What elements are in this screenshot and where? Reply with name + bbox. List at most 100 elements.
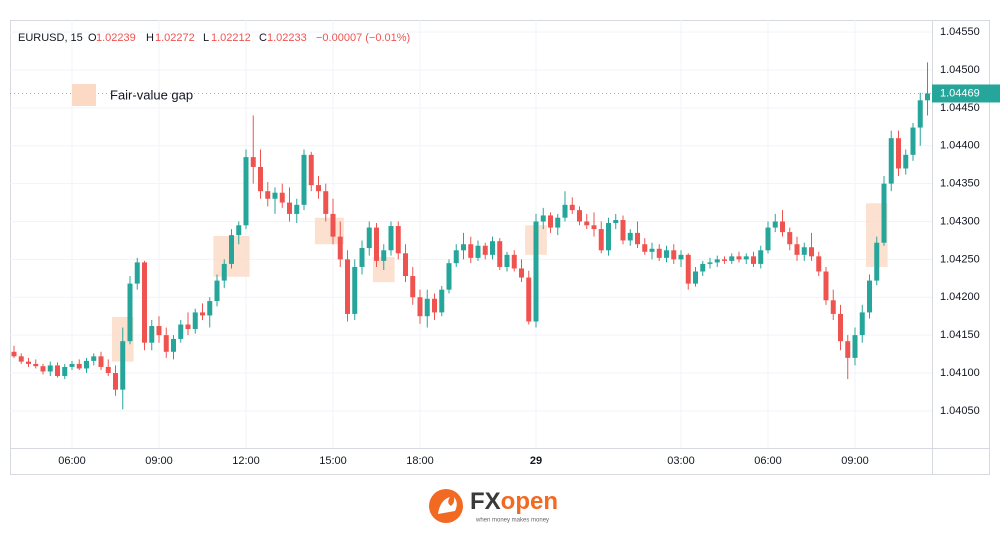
last-price-tag <box>932 84 1000 103</box>
candle-body <box>243 157 249 226</box>
y-tick-label: 1.04250 <box>940 253 980 265</box>
logo-emblem <box>438 497 457 514</box>
candle-body <box>562 204 568 218</box>
open-value: 1.02239 <box>96 32 136 44</box>
candle-body <box>584 221 590 226</box>
candle-body <box>134 262 140 284</box>
candle-body <box>337 236 343 260</box>
candle-body <box>468 244 474 258</box>
candle-body <box>258 166 263 192</box>
candle-body <box>859 312 865 336</box>
candle-body <box>381 250 387 261</box>
candle-body <box>98 356 104 367</box>
candle-body <box>171 338 176 352</box>
candle-body <box>265 191 271 199</box>
candle-body <box>780 221 785 233</box>
candle-body <box>475 245 481 258</box>
candle-body <box>620 219 626 241</box>
candle-body <box>801 247 807 255</box>
logo-prefix: FX <box>470 488 501 515</box>
y-tick-label: 1.04100 <box>940 367 980 379</box>
candle-body <box>323 191 329 214</box>
candle-body <box>352 266 358 314</box>
candle-body <box>69 363 75 367</box>
last-price-label: 1.04469 <box>940 87 980 99</box>
y-tick-label: 1.04400 <box>940 140 980 152</box>
logo: FXopen when money makes money <box>429 488 558 524</box>
candle-body <box>192 312 198 330</box>
low-value: 1.02212 <box>211 32 251 44</box>
candle-body <box>809 247 814 257</box>
candle-body <box>540 215 546 222</box>
candle-body <box>439 289 445 313</box>
high-label: H <box>146 32 154 44</box>
candle-body <box>678 254 684 260</box>
candle-body <box>714 259 720 263</box>
axes: 1.04550 1.04500 1.04450 1.04400 1.04350 1.043… <box>10 26 1000 467</box>
candle-body <box>591 225 597 230</box>
candle-body <box>279 192 285 203</box>
candle-body <box>395 226 401 254</box>
candle-body <box>533 221 539 322</box>
candle-body <box>845 341 851 358</box>
candle-body <box>410 276 416 298</box>
candle-body <box>11 351 17 357</box>
candle-body <box>743 256 749 260</box>
candle-body <box>163 335 169 352</box>
candle-body <box>127 283 133 342</box>
x-tick-label: 06:00 <box>58 455 86 467</box>
candle-body <box>613 219 619 224</box>
candle-body <box>250 157 256 167</box>
candle-body <box>214 280 220 302</box>
candle-body <box>874 242 880 281</box>
candle-body <box>772 221 778 228</box>
candle-body <box>446 263 452 290</box>
open-label: O <box>88 32 97 44</box>
low-label: L <box>203 32 209 44</box>
candle-body <box>424 298 430 317</box>
candle-body <box>345 259 350 314</box>
candle-body <box>548 215 553 228</box>
candle-body <box>787 232 793 245</box>
y-tick-label: 1.04200 <box>940 291 980 303</box>
candle-body <box>453 250 459 264</box>
candle-body <box>18 356 24 362</box>
candle-body <box>40 366 46 372</box>
candle-body <box>185 324 191 330</box>
candle-body <box>490 241 495 255</box>
candle-body <box>120 341 126 390</box>
candle-body <box>707 262 713 264</box>
legend-label: Fair-value gap <box>110 87 193 102</box>
x-tick-label: 29 <box>530 455 542 467</box>
candle-body <box>105 366 111 374</box>
x-tick-label: 15:00 <box>319 455 347 467</box>
legend-swatch <box>72 84 96 106</box>
candle-body <box>888 138 894 184</box>
candle-body <box>76 363 82 369</box>
candle-body <box>917 100 923 128</box>
candle-body <box>301 154 307 205</box>
candle-body <box>84 360 89 369</box>
candle-body <box>555 217 561 228</box>
candle-body <box>236 225 242 236</box>
candle-body <box>316 185 321 192</box>
candle-body <box>504 254 510 267</box>
gaps <box>111 203 888 362</box>
candle-body <box>207 301 213 316</box>
candle-body <box>417 297 423 317</box>
candle-body <box>823 271 829 301</box>
candle-body <box>142 262 147 343</box>
candle-body <box>519 268 524 278</box>
logo-text: FXopen <box>470 488 558 515</box>
candle-body <box>511 254 517 269</box>
candle-body <box>722 259 727 261</box>
candle-body <box>33 363 39 367</box>
candle-body <box>649 248 655 252</box>
candle-body <box>229 235 234 264</box>
candle-body <box>729 256 735 261</box>
y-tick-label: 1.04450 <box>940 102 980 114</box>
candle-body <box>598 229 604 251</box>
x-tick-label: 18:00 <box>406 455 434 467</box>
candle-body <box>272 192 278 199</box>
